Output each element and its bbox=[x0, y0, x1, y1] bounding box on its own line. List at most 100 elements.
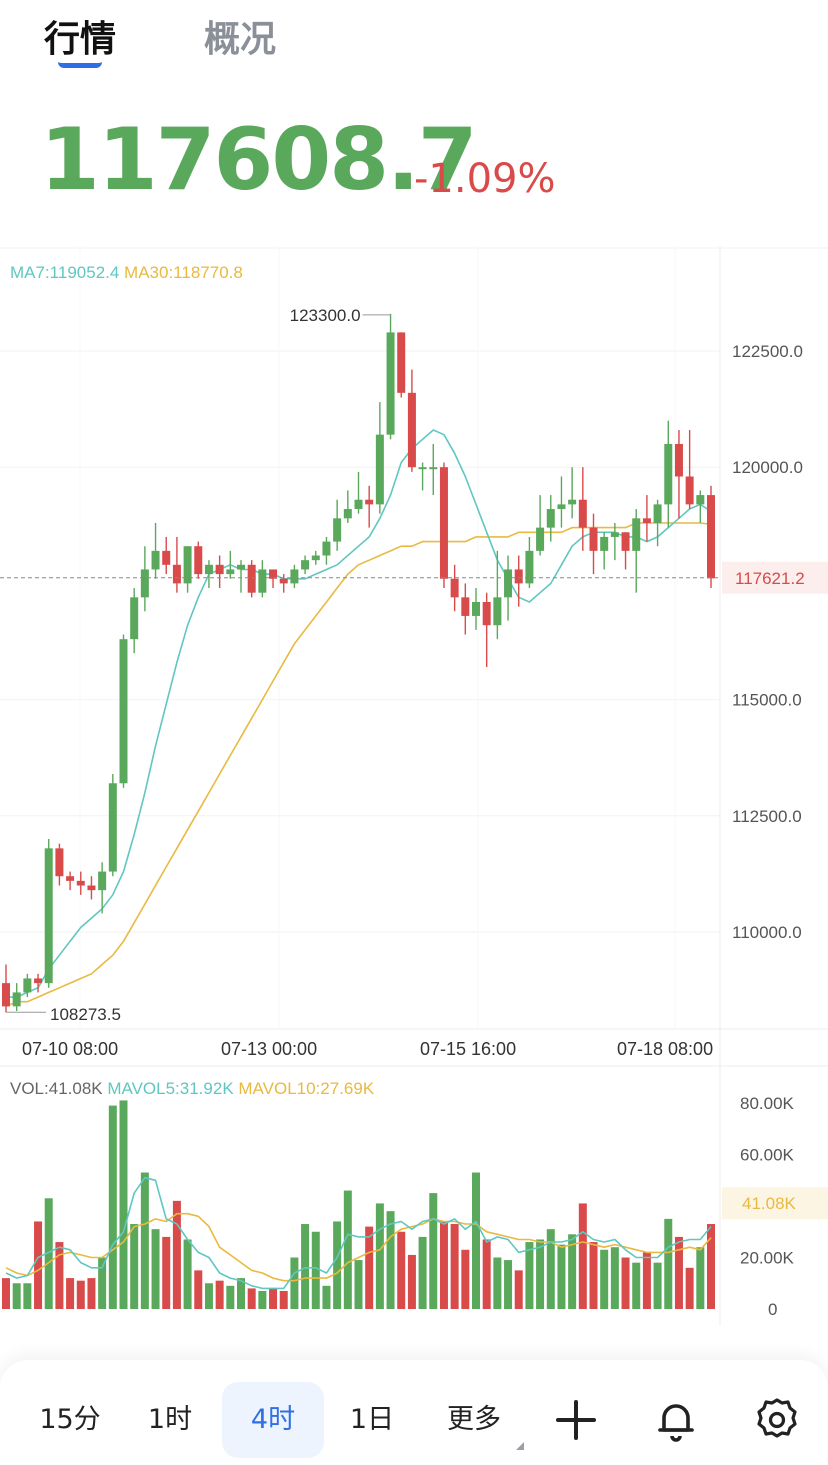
current-price-tag: 117621.2 bbox=[735, 569, 805, 588]
price-tick-label: 115000.0 bbox=[732, 691, 802, 710]
volume-bar bbox=[333, 1221, 342, 1309]
volume-bar bbox=[215, 1280, 224, 1309]
price-tick-label: 122500.0 bbox=[732, 342, 803, 361]
candle-body bbox=[151, 550, 160, 570]
volume-bar bbox=[568, 1234, 577, 1309]
tab-bar: 行情 概况 bbox=[0, 0, 828, 90]
candle-body bbox=[55, 848, 64, 877]
bell-icon[interactable] bbox=[652, 1396, 700, 1444]
candle-body bbox=[674, 443, 683, 477]
volume-bar bbox=[119, 1100, 128, 1309]
volume-bar bbox=[279, 1290, 288, 1309]
volume-bar bbox=[247, 1288, 256, 1309]
candle-body bbox=[482, 601, 491, 626]
volume-bar bbox=[653, 1262, 662, 1309]
volume-bar bbox=[642, 1252, 651, 1309]
candle-body bbox=[130, 597, 139, 640]
volume-bar bbox=[66, 1278, 75, 1309]
candle-body bbox=[664, 443, 673, 505]
candle-body bbox=[2, 983, 10, 1007]
volume-tick-label: 80.00K bbox=[740, 1094, 795, 1113]
ma30-line bbox=[5, 522, 712, 1008]
volume-bar bbox=[664, 1218, 673, 1309]
kline-chart[interactable]: 122500.0 120000.0 115000.0 112500.0 110000.0… bbox=[0, 246, 828, 1326]
volume-bar bbox=[621, 1257, 630, 1309]
candle-body bbox=[525, 550, 534, 584]
volume-bar bbox=[504, 1260, 513, 1309]
volume-bar bbox=[130, 1224, 139, 1309]
candle-body bbox=[621, 532, 630, 551]
candle-body bbox=[418, 467, 427, 470]
volume-bar bbox=[151, 1229, 160, 1309]
more-caret-icon bbox=[516, 1442, 524, 1450]
volume-bar bbox=[311, 1231, 320, 1309]
timeframe-more-button[interactable]: 更多 bbox=[426, 1382, 524, 1458]
volume-bar bbox=[194, 1270, 203, 1309]
current-volume-tag-bg bbox=[722, 1187, 828, 1220]
candle-body bbox=[269, 569, 278, 579]
candle-body bbox=[354, 499, 363, 510]
volume-bar bbox=[589, 1242, 598, 1309]
candle-body bbox=[290, 569, 299, 584]
volume-bar bbox=[578, 1203, 587, 1309]
gear-icon[interactable] bbox=[753, 1396, 801, 1444]
high-price-label: 123300.0 bbox=[290, 306, 361, 325]
tab-overview[interactable]: 概况 bbox=[204, 19, 277, 60]
candle-body bbox=[76, 880, 85, 886]
mavol5-line bbox=[5, 1176, 712, 1290]
time-tick-label: 07-13 00:00 bbox=[221, 1039, 317, 1059]
candle-body bbox=[322, 541, 331, 556]
timeframe-1h-button[interactable]: 1时 bbox=[147, 1404, 193, 1435]
candle-body bbox=[226, 569, 235, 575]
time-tick-label: 07-10 08:00 bbox=[22, 1039, 118, 1059]
timeframe-15m-button[interactable]: 15分 bbox=[39, 1404, 101, 1435]
candle-body bbox=[536, 527, 545, 551]
volume-bar bbox=[34, 1221, 43, 1309]
active-tab-indicator bbox=[58, 62, 102, 68]
candle-body bbox=[407, 392, 416, 468]
volume-bar bbox=[140, 1172, 149, 1309]
plus-icon[interactable] bbox=[552, 1396, 600, 1444]
volume-bar bbox=[418, 1236, 427, 1309]
timeframe-4h-button[interactable]: 4时 bbox=[222, 1382, 324, 1458]
ma30-legend: MA30:118770.8 bbox=[124, 263, 243, 282]
time-tick-label: 07-18 08:00 bbox=[617, 1039, 713, 1059]
volume-bar bbox=[12, 1283, 21, 1309]
volume-bar bbox=[237, 1278, 245, 1309]
volume-bar bbox=[258, 1290, 267, 1309]
candle-body bbox=[653, 504, 662, 523]
candle-body bbox=[472, 601, 480, 616]
volume-bar bbox=[450, 1224, 459, 1309]
candle-body bbox=[514, 569, 523, 584]
volume-bar bbox=[536, 1239, 545, 1309]
mavol10-line bbox=[5, 1212, 712, 1282]
volume-bar bbox=[301, 1224, 310, 1309]
volume-bar bbox=[87, 1278, 96, 1309]
more-label: 更多 bbox=[447, 1404, 501, 1435]
volume-bar bbox=[269, 1288, 278, 1309]
candle-body bbox=[439, 467, 448, 579]
price-change-percent: -1.09% bbox=[414, 156, 556, 202]
volume-bar bbox=[226, 1285, 235, 1309]
ma7-legend: MA7:119052.4 bbox=[10, 263, 124, 282]
volume-bar bbox=[108, 1105, 117, 1309]
candle-body bbox=[301, 560, 310, 570]
volume-bar bbox=[44, 1198, 53, 1309]
candle-body bbox=[546, 509, 555, 528]
candle-body bbox=[237, 564, 245, 570]
mavol10-legend: MAVOL10:27.69K bbox=[238, 1079, 374, 1098]
candle-body bbox=[140, 569, 149, 598]
candle-body bbox=[258, 569, 267, 593]
candle-body bbox=[632, 518, 641, 551]
candle-body bbox=[66, 876, 75, 881]
candle-body bbox=[108, 783, 117, 872]
candle-body bbox=[98, 871, 107, 891]
candle-body bbox=[247, 564, 256, 593]
volume-tick-label: 0 bbox=[768, 1300, 777, 1319]
timeframe-1d-button[interactable]: 1日 bbox=[349, 1404, 395, 1435]
tab-market[interactable]: 行情 bbox=[44, 19, 117, 60]
volume-bar bbox=[407, 1254, 416, 1309]
volume-bar bbox=[461, 1249, 470, 1309]
candle-body bbox=[642, 518, 651, 523]
volume-bar bbox=[172, 1200, 181, 1309]
